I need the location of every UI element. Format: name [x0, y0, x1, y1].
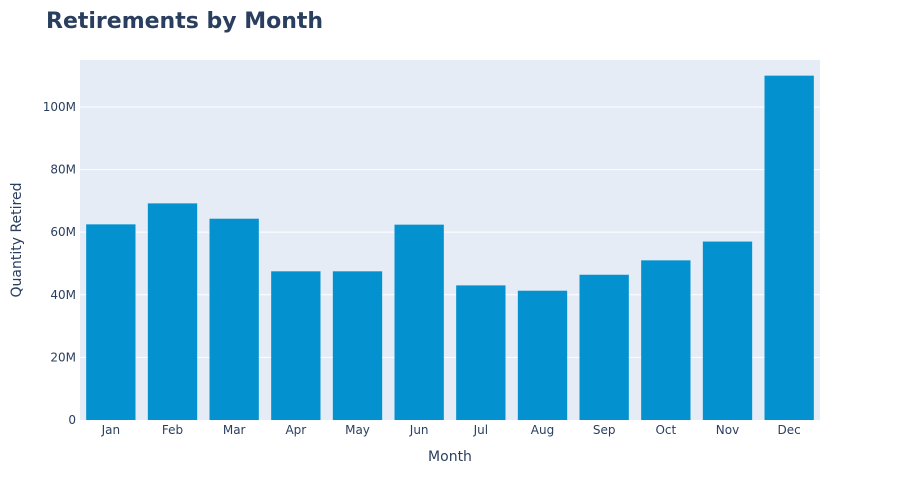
x-axis-ticks: Jan Feb Mar Apr May Jun Jul Aug Sep Oct Nov Dec — [101, 423, 801, 437]
x-tick-label: Feb — [162, 423, 183, 437]
bar-feb[interactable] — [147, 203, 198, 420]
x-tick-label: Nov — [716, 423, 739, 437]
bar-aug[interactable] — [517, 290, 568, 420]
x-tick-label: Dec — [778, 423, 801, 437]
x-tick-label: Jul — [473, 423, 488, 437]
bar-apr[interactable] — [271, 271, 321, 420]
y-tick-label: 0 — [68, 413, 76, 427]
x-tick-label: May — [345, 423, 370, 437]
y-tick-label: 20M — [50, 350, 76, 364]
bar-nov[interactable] — [702, 241, 753, 420]
y-tick-label: 80M — [50, 163, 76, 177]
bar-jan[interactable] — [86, 224, 136, 420]
bar-oct[interactable] — [641, 260, 691, 420]
y-tick-label: 100M — [43, 100, 76, 114]
plot-background — [80, 60, 820, 420]
bar-may[interactable] — [332, 271, 383, 420]
x-tick-label: Oct — [655, 423, 676, 437]
y-tick-label: 60M — [50, 225, 76, 239]
x-tick-label: Aug — [531, 423, 554, 437]
y-axis-ticks: 0 20M 40M 60M 80M 100M — [43, 100, 76, 427]
x-tick-label: Sep — [593, 423, 616, 437]
bars — [86, 75, 814, 421]
x-tick-label: Mar — [223, 423, 246, 437]
gridlines — [80, 106, 820, 358]
bar-jul[interactable] — [456, 285, 506, 420]
x-tick-label: Jun — [409, 423, 429, 437]
bar-jun[interactable] — [394, 224, 444, 420]
bar-sep[interactable] — [579, 274, 629, 420]
x-tick-label: Jan — [101, 423, 121, 437]
bar-mar[interactable] — [209, 218, 259, 420]
chart-title: Retirements by Month — [46, 9, 324, 34]
x-axis-title: Month — [428, 449, 472, 465]
y-tick-label: 40M — [50, 288, 76, 302]
bar-dec[interactable] — [764, 75, 814, 421]
x-tick-label: Apr — [285, 423, 306, 437]
y-axis-title: Quantity Retired — [9, 183, 25, 298]
